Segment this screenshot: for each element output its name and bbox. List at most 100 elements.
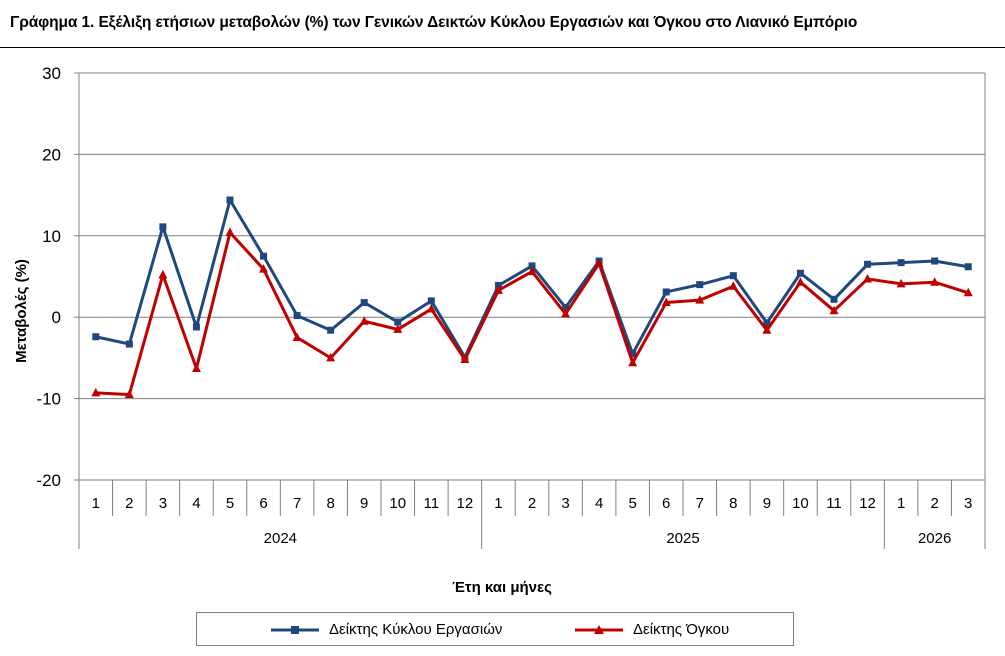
data-point-volume (661, 297, 671, 307)
x-tick-label-month: 9 (763, 495, 771, 512)
x-tick-label-month: 12 (859, 495, 876, 512)
series-lines (91, 196, 973, 399)
gridlines (79, 72, 985, 481)
data-point-turnover (327, 326, 335, 334)
x-tick-label-month: 1 (897, 495, 905, 512)
data-point-turnover (394, 318, 402, 326)
y-tick-label: 10 (42, 227, 61, 246)
data-point-volume (259, 264, 269, 273)
data-point-turnover (562, 303, 570, 311)
x-tick-label-month: 2 (930, 495, 938, 512)
data-point-volume (561, 308, 571, 318)
data-point-turnover (360, 299, 368, 307)
data-point-volume (930, 277, 940, 286)
x-tick-label-year: 2024 (264, 530, 297, 547)
x-tick-label-month: 4 (595, 495, 603, 512)
data-point-volume (762, 325, 772, 334)
data-point-volume (460, 354, 470, 364)
data-point-volume (628, 357, 638, 367)
data-point-volume (225, 227, 235, 237)
data-point-turnover (931, 257, 939, 265)
x-tick-label-month: 3 (561, 495, 569, 512)
data-point-turnover (159, 223, 167, 231)
data-point-turnover (729, 272, 737, 280)
x-tick-label-month: 3 (159, 495, 167, 512)
y-tick-label: 20 (42, 145, 61, 164)
data-point-volume (795, 277, 805, 286)
data-point-turnover (226, 196, 234, 204)
y-tick-label: -20 (36, 471, 61, 490)
legend-swatch-volume (575, 624, 623, 634)
x-tick-label-month: 12 (457, 495, 474, 512)
data-point-volume (191, 363, 201, 372)
x-tick-label-year: 2025 (666, 530, 699, 547)
x-tick-label-month: 9 (360, 495, 368, 512)
x-tick-label-month: 5 (226, 495, 234, 512)
data-point-volume (728, 281, 738, 290)
y-axis-title: Μεταβολές (%) (13, 259, 30, 363)
data-point-volume (863, 273, 873, 283)
legend-swatch-turnover (271, 625, 319, 634)
data-point-turnover (864, 260, 872, 268)
data-point-turnover (260, 252, 268, 260)
data-point-turnover (964, 263, 972, 271)
legend-item-volume: Δείκτης Όγκου (573, 621, 729, 638)
x-tick-label-month: 2 (125, 495, 133, 512)
x-tick-label-month: 5 (628, 495, 636, 512)
y-tick-label: 30 (42, 64, 61, 83)
x-tick-label-month: 10 (389, 495, 406, 512)
chart-title: Γράφημα 1. Εξέλιξη ετήσιων μεταβολών (%)… (10, 14, 858, 31)
x-tick-label-month: 6 (259, 495, 267, 512)
data-point-volume (326, 352, 336, 362)
data-point-volume (695, 295, 705, 304)
data-point-volume (963, 287, 973, 297)
data-point-turnover (125, 340, 133, 348)
data-point-turnover (528, 262, 536, 270)
data-point-turnover (192, 323, 200, 331)
x-tick-label-month: 7 (696, 495, 704, 512)
x-axis-title: Έτη και μήνες (452, 579, 552, 596)
x-tick-label-year: 2026 (918, 530, 951, 547)
legend-item-turnover: Δείκτης Κύκλου Εργασιών (269, 621, 502, 638)
y-tick-label: -10 (36, 390, 61, 409)
series-line-turnover (95, 198, 969, 359)
x-tick-label-month: 2 (528, 495, 536, 512)
data-point-turnover (662, 288, 670, 296)
data-point-turnover (897, 259, 905, 267)
data-point-volume (594, 258, 604, 267)
data-point-turnover (696, 281, 704, 289)
legend: Δείκτης Κύκλου Εργασιών Δείκτης Όγκου (196, 612, 794, 646)
data-point-volume (393, 324, 403, 333)
data-point-turnover (293, 312, 301, 320)
data-point-volume (124, 389, 134, 399)
y-axis-ticks: 30 20 10 0 -10 -20 (36, 64, 61, 490)
x-tick-label-month: 8 (326, 495, 334, 512)
x-tick-label-month: 8 (729, 495, 737, 512)
data-point-volume (158, 269, 168, 279)
x-tick-label-month: 1 (92, 495, 100, 512)
x-tick-label-month: 11 (424, 495, 440, 512)
x-tick-label-month: 6 (662, 495, 670, 512)
x-tick-label-month: 7 (293, 495, 301, 512)
x-tick-label-month: 4 (192, 495, 200, 512)
data-point-volume (292, 332, 302, 342)
data-point-volume (896, 278, 906, 288)
x-tick-label-month: 1 (494, 495, 502, 512)
y-tick-label: 0 (52, 308, 61, 327)
data-point-turnover (796, 269, 804, 277)
title-divider (0, 47, 1005, 48)
data-point-volume (527, 266, 537, 276)
data-point-turnover (92, 333, 100, 341)
data-point-turnover (427, 297, 435, 305)
legend-label-volume: Δείκτης Όγκου (633, 621, 730, 638)
data-point-volume (829, 305, 839, 315)
axes (74, 72, 986, 549)
data-point-volume (493, 285, 503, 294)
data-point-turnover (629, 350, 637, 358)
x-tick-label-month: 10 (792, 495, 809, 512)
data-point-volume (91, 387, 101, 397)
x-tick-label-month: 3 (964, 495, 972, 512)
x-tick-label-month: 11 (826, 495, 842, 512)
